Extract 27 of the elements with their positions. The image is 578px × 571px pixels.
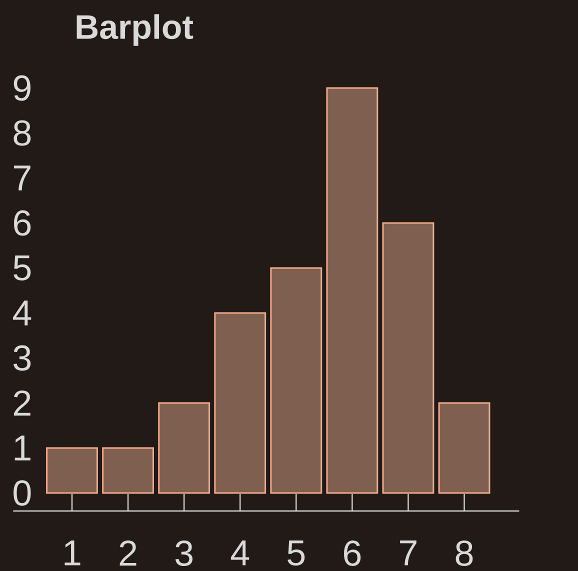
bar [382, 222, 434, 494]
y-tick-label: 8 [14, 120, 31, 146]
bar [102, 447, 154, 494]
bar [158, 402, 210, 494]
y-tick-label: 7 [14, 166, 30, 190]
x-tick-label: 3 [175, 540, 193, 566]
y-tick-label: 1 [14, 436, 30, 460]
x-tick-label: 5 [288, 540, 305, 566]
y-tick-label: 0 [14, 480, 31, 506]
x-tick-label: 8 [456, 540, 473, 566]
x-tick-label: 6 [344, 540, 361, 566]
y-tick-label: 2 [14, 390, 30, 416]
x-tick-label: 4 [230, 540, 250, 566]
x-tick-label: 2 [120, 540, 136, 566]
y-tick-label: 5 [14, 255, 31, 281]
bar [214, 312, 266, 494]
y-tick-label: 6 [14, 210, 31, 236]
y-tick-label: 4 [12, 300, 32, 326]
x-tick-label: 1 [64, 540, 80, 566]
x-tick-label: 7 [400, 540, 416, 566]
y-tick-label: 3 [14, 345, 31, 371]
bar [326, 87, 378, 494]
bar [438, 402, 490, 494]
bar [46, 447, 98, 494]
chart-title: Barplot [76, 14, 194, 46]
bar [270, 267, 322, 494]
y-tick-label: 9 [14, 75, 30, 101]
